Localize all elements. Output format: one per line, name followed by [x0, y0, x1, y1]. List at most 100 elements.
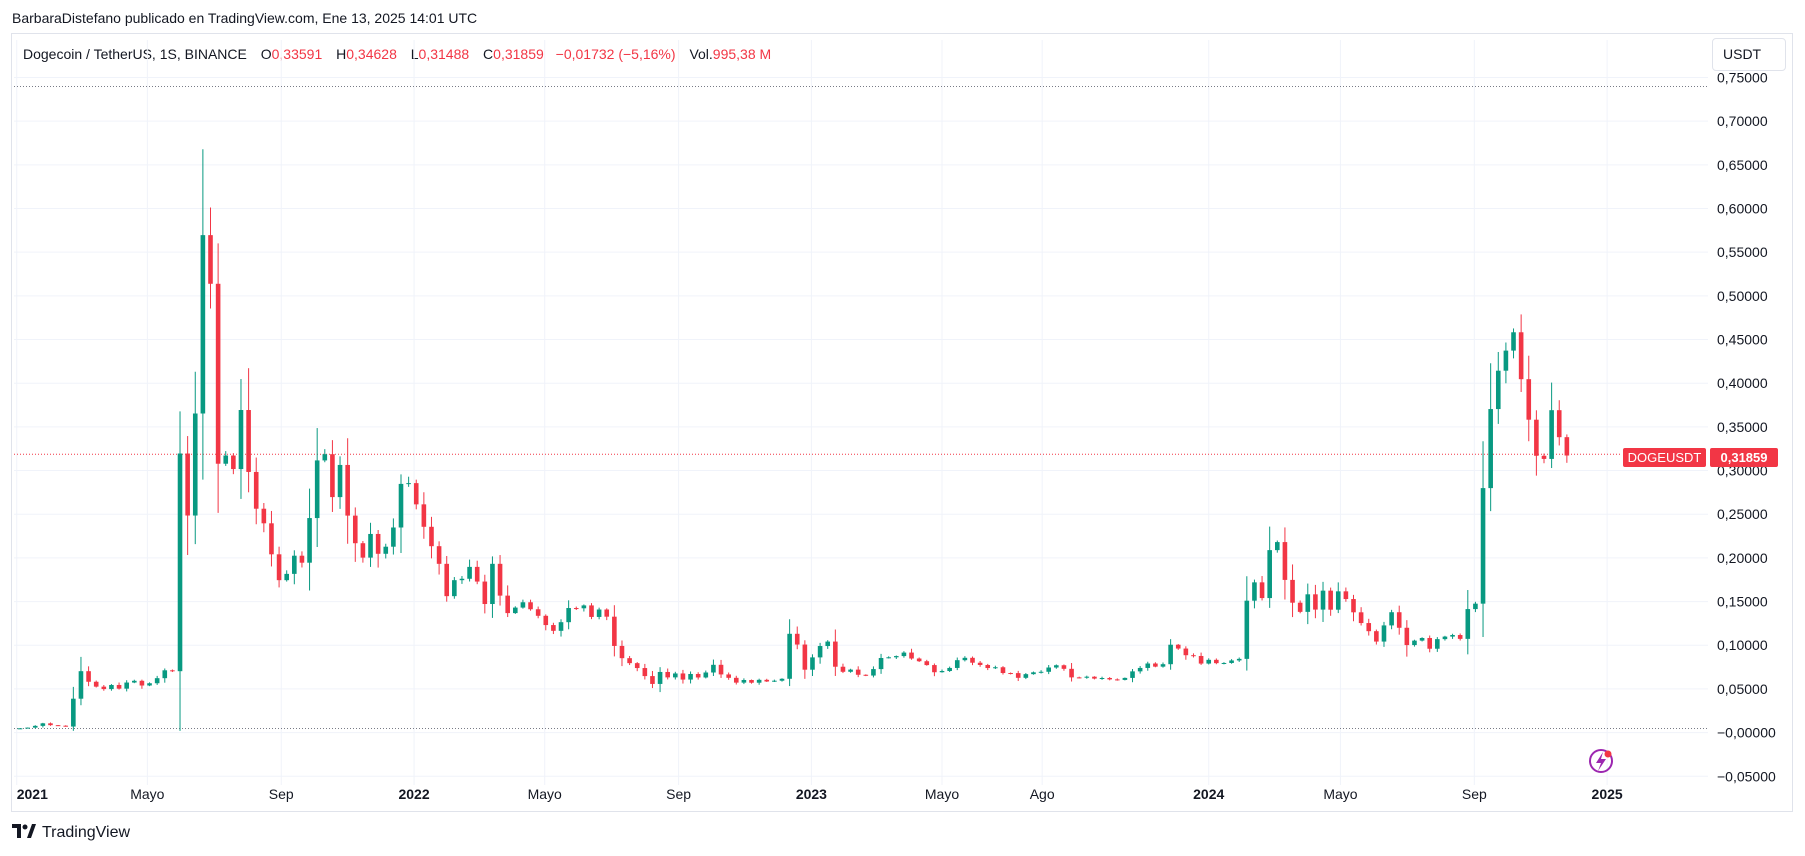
candle: [1175, 644, 1181, 650]
x-tick-label: Mayo: [130, 786, 164, 802]
candle: [1183, 646, 1189, 660]
candle: [1435, 637, 1440, 652]
candle: [1092, 676, 1097, 680]
grid-lines: [14, 40, 1708, 785]
candle: [1450, 633, 1455, 639]
candle: [40, 722, 46, 728]
candle: [802, 640, 808, 679]
candle: [810, 654, 815, 677]
candle: [124, 680, 129, 692]
candle: [650, 670, 655, 689]
candle: [1168, 639, 1173, 670]
candle: [520, 599, 526, 609]
candle: [871, 666, 876, 678]
candle: [1290, 564, 1295, 618]
y-tick-label: 0,15000: [1717, 594, 1768, 610]
y-tick-label: 0,40000: [1717, 375, 1768, 391]
candle: [25, 727, 30, 729]
candle: [429, 516, 434, 559]
price-tag: DOGEUSDT 0,31859: [1623, 448, 1778, 467]
candle: [513, 606, 518, 614]
candle: [1389, 609, 1394, 630]
candle: [863, 674, 869, 677]
candle: [1023, 673, 1029, 680]
candle: [1320, 581, 1326, 622]
candle: [779, 678, 785, 682]
candle: [1015, 670, 1021, 682]
candle: [215, 243, 221, 513]
candle: [1214, 658, 1219, 665]
candle: [695, 672, 701, 680]
candle: [147, 682, 152, 687]
candle: [901, 651, 907, 658]
candle: [1343, 587, 1349, 602]
candle: [962, 656, 968, 662]
candle: [1130, 669, 1135, 683]
candle: [375, 530, 381, 568]
lightning-icon[interactable]: [1589, 749, 1613, 773]
candle: [1229, 659, 1234, 664]
candle: [1480, 441, 1486, 637]
candle: [1244, 576, 1250, 671]
x-tick-label: Sep: [666, 786, 691, 802]
candle: [794, 626, 800, 650]
candle: [993, 665, 998, 670]
candle: [581, 604, 587, 612]
y-tick-label: 0,45000: [1717, 332, 1768, 348]
y-tick-label: 0,20000: [1717, 550, 1768, 566]
change-value: −0,01732 (−5,16%): [555, 46, 676, 62]
candle: [1381, 621, 1387, 647]
price-tag-bg: [1710, 448, 1778, 467]
x-tick-label: 2025: [1592, 786, 1623, 802]
candle: [1335, 582, 1341, 614]
candle: [939, 669, 945, 673]
candle: [1259, 576, 1265, 601]
candle: [1419, 637, 1425, 642]
candle: [253, 457, 259, 525]
candle: [1366, 618, 1372, 636]
candle: [642, 663, 648, 680]
symbol-tag-label: DOGEUSDT: [1628, 450, 1702, 465]
volume-value: 995,38 M: [712, 46, 772, 62]
candle: [1374, 629, 1379, 645]
candle: [1061, 664, 1067, 671]
x-tick-label: 2023: [796, 786, 827, 802]
candle: [1153, 662, 1158, 668]
chart-frame: [11, 33, 1793, 812]
candle: [1252, 579, 1257, 609]
candle: [954, 657, 960, 671]
candle: [886, 656, 891, 659]
candle: [558, 619, 564, 637]
candle: [1313, 584, 1318, 619]
candle: [368, 522, 373, 567]
candle: [200, 149, 206, 480]
candle: [1305, 583, 1311, 625]
candle: [878, 653, 884, 674]
candle: [154, 675, 160, 685]
currency-button[interactable]: USDT: [1712, 38, 1786, 71]
candle: [1191, 653, 1196, 658]
candle: [528, 599, 533, 611]
candle: [1465, 590, 1471, 655]
candle: [1549, 382, 1554, 469]
candle: [1503, 342, 1509, 384]
candle: [787, 619, 792, 687]
candle: [1328, 587, 1333, 616]
open-label: O: [260, 46, 272, 62]
candle: [17, 728, 23, 730]
x-tick-label: 2024: [1193, 786, 1224, 802]
candle: [894, 655, 899, 660]
y-tick-label: 0,10000: [1717, 637, 1768, 653]
candle: [1297, 600, 1303, 614]
candle: [772, 679, 777, 682]
candle: [970, 656, 975, 666]
candle: [330, 440, 335, 512]
candle: [261, 503, 267, 533]
price-axis: 0,75000 0,70000 0,65000 0,60000 0,55000 0,500…: [1717, 69, 1776, 784]
candle: [764, 678, 770, 682]
candle: [71, 686, 76, 731]
candle: [932, 663, 937, 677]
candle: [48, 722, 53, 726]
volume-label: Vol.: [689, 46, 713, 62]
